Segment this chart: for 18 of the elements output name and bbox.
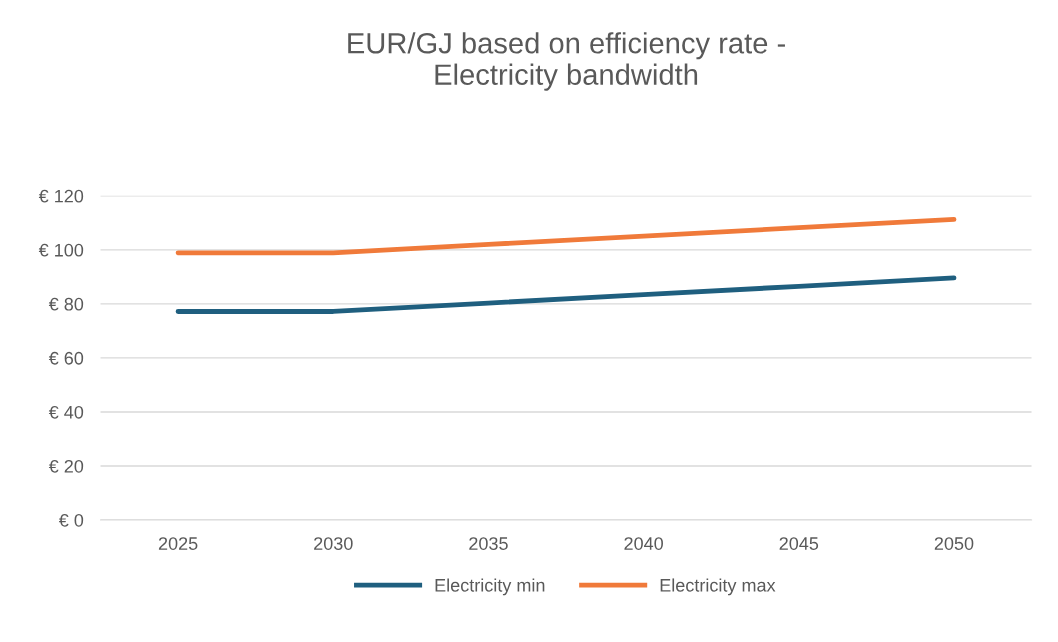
y-tick-label: € 0 [58, 513, 84, 527]
legend-label: Electricity min [435, 578, 545, 596]
y-tick-label: € 80 [48, 297, 84, 311]
y-tick-label: € 40 [48, 405, 84, 419]
y-tick-label: € 120 [38, 189, 84, 203]
x-tick-label: 2025 [158, 537, 198, 550]
line-series [175, 216, 957, 256]
chart-title: EUR/GJ based on efficiency rate - Electricity bandwidth [348, 32, 785, 91]
y-tick-label: € 60 [48, 351, 84, 365]
y-tick-label: € 20 [48, 459, 84, 473]
x-tick-label: 2030 [314, 537, 353, 550]
x-tick-label: 2035 [469, 537, 508, 550]
x-tick-label: 2045 [779, 537, 819, 550]
x-tick-label: 2040 [624, 537, 663, 550]
legend-label: Electricity max [660, 578, 776, 596]
line-series [175, 275, 957, 314]
y-tick-label: € 100 [38, 243, 84, 257]
x-tick-label: 2050 [934, 537, 974, 550]
